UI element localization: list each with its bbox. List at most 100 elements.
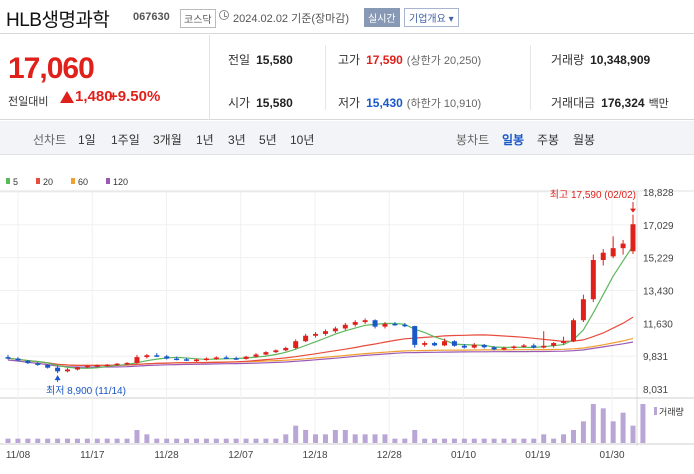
candle-body [422,343,428,345]
candle-body [600,252,606,261]
candle-monthly[interactable]: 월봉 [573,133,596,147]
volume-bar [203,438,209,443]
candle-body [25,360,31,364]
open-value: 15,580 [256,96,293,110]
y-tick-label: 8,031 [643,385,668,396]
volume-legend-label: 거래량 [659,406,684,417]
volume-bar [620,412,626,443]
low-arrow-head [54,375,61,381]
candle-body [481,344,487,348]
volume-bar [501,438,507,443]
volume-bar [471,438,477,443]
candle-body [561,341,567,344]
candle-body [45,364,51,368]
volume-bar [362,434,368,443]
volume-bar [303,430,309,443]
volume-bar [461,438,467,443]
price-chart[interactable]: 5 20 60 120 18,828 17,029 15,229 13,430 11,630 9,… [0,156,694,474]
volume-bar [74,438,80,443]
period-3y[interactable]: 3년 [228,133,246,147]
legend-label: 60 [78,177,88,187]
volume-bar [541,434,547,443]
volume-bar [580,421,586,443]
volume-bar [352,434,358,443]
candle-body [193,359,199,362]
period-1y[interactable]: 1년 [196,133,214,147]
candle-body [471,344,477,348]
volume-bar [273,438,279,443]
candle-body [74,367,80,370]
candle-weekly[interactable]: 주봉 [537,133,560,147]
price-change-pct: +9.50% [109,88,161,105]
x-tick-label: 01/30 [599,450,624,461]
volume-bar [283,434,289,443]
candle-body [65,369,71,372]
period-1d[interactable]: 1일 [78,133,96,147]
divider [530,45,531,110]
candle-body [114,363,120,366]
volume-bar [154,438,160,443]
candle-body [124,362,130,365]
candle-body [442,341,448,346]
candle-body [5,357,11,359]
x-tick-label: 11/08 [6,450,31,461]
volume-bar [511,438,517,443]
volume-bar [531,438,537,443]
lower-limit: (하한가 10,910) [406,98,482,110]
x-tick-label: 12/28 [377,450,402,461]
candle-body [233,358,239,360]
ma-120-line [7,341,634,368]
x-tick-label: 12/07 [228,450,253,461]
base-date: 2024.02.02 기준(장마감) [233,13,350,25]
volume-bar [451,438,457,443]
low-cell: 저가 15,430 (하한가 10,910) [338,94,481,111]
volume-bar [144,434,150,443]
y-tick-label: 15,229 [643,254,674,265]
volume-bar [442,438,448,443]
period-5y[interactable]: 5년 [259,133,277,147]
stock-name: HLB생명과학 [6,10,110,31]
volume-bar [114,438,120,443]
low-label: 저가 [338,96,361,110]
price-summary: 17,060 전일대비 1,480 +9.50% 전일 15,580 시가 15,5… [0,35,694,120]
amount-label: 거래대금 [551,96,596,110]
x-tick-label: 11/17 [80,450,105,461]
period-10y[interactable]: 10년 [290,133,315,147]
up-triangle-icon [60,91,74,103]
candle-body [273,350,279,353]
volume-bar [332,430,338,443]
volume-bar [65,438,71,443]
candle-body [382,323,388,327]
volume-bar [322,434,328,443]
volume-bar [382,434,388,443]
period-3m[interactable]: 3개월 [153,133,182,147]
volume-bar [342,430,348,443]
candle-body [104,364,110,367]
candle-body [432,343,438,346]
volume-bar [432,438,438,443]
candle-daily[interactable]: 일봉 [502,133,525,147]
volume-bar [223,438,229,443]
high-value: 17,590 [366,53,403,67]
prev-close-value: 15,580 [256,53,293,67]
candle-body [253,354,259,357]
period-bar: 선차트 1일 1주일 3개월 1년 3년 5년 10년 봉차트 일봉 주봉 월봉 [0,121,694,155]
realtime-button[interactable]: 실시간 [364,8,400,27]
candle-body [551,343,557,346]
y-tick-label: 17,029 [643,221,674,232]
candle-body [362,320,368,323]
candle-body [154,355,160,357]
candle-body [174,358,180,361]
candle-body [451,341,457,346]
volume-bar [124,438,130,443]
volume-bar [640,404,646,443]
volume-bar [45,438,51,443]
period-1w[interactable]: 1주일 [111,133,140,147]
volume-bar [15,438,21,443]
candle-body [134,357,140,363]
y-tick-label: 18,828 [643,188,674,199]
volume-bar [193,438,199,443]
open-cell: 시가 15,580 [228,94,293,111]
candle-body [491,347,497,350]
company-info-button[interactable]: 기업개요 ▾ [404,8,459,27]
